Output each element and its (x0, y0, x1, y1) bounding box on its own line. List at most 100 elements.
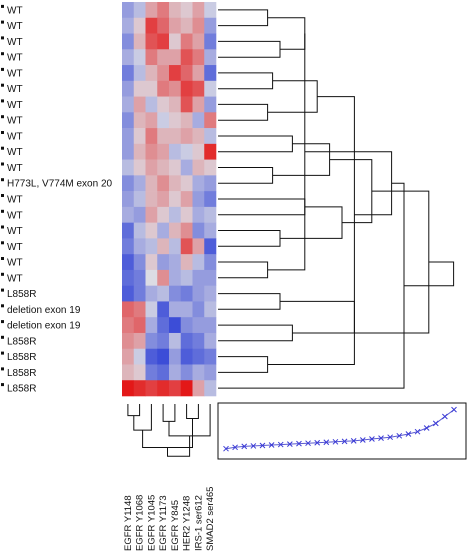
row-marker (1, 209, 4, 213)
heatmap-cell (192, 65, 205, 82)
heatmap-cell (157, 17, 170, 34)
row-label: deletion exon 19 (7, 321, 81, 332)
heatmap-cell (122, 206, 135, 223)
heatmap-cell (145, 17, 158, 34)
heatmap-cell (180, 80, 193, 97)
row-label: WT (7, 242, 23, 253)
heatmap-cell (204, 33, 217, 50)
row-label: WT (7, 21, 23, 32)
heatmap-cell (204, 317, 217, 334)
heatmap-cell (192, 49, 205, 66)
color-key-point (378, 435, 384, 441)
row-marker (1, 131, 4, 134)
heatmap-cell (133, 65, 146, 82)
heatmap-cell (122, 80, 135, 97)
row-label: WT (7, 258, 23, 269)
heatmap-cell (133, 269, 146, 286)
row-label: WT (7, 100, 23, 111)
heatmap-cell (180, 348, 193, 365)
heatmap-cell (204, 380, 217, 397)
heatmap-cell (145, 348, 158, 365)
heatmap-cell (157, 80, 170, 97)
heatmap-cell (157, 96, 170, 113)
row-label: L858R (7, 368, 36, 379)
heatmap-cell (169, 317, 182, 334)
heatmap-cell (180, 49, 193, 66)
heatmap-cell (180, 2, 193, 19)
row-dendrogram-link (267, 33, 306, 271)
color-key-curve (225, 409, 455, 450)
heatmap-cell (145, 254, 158, 271)
column-label: EGFR Y1173 (158, 495, 169, 551)
column-dendrogram-link (127, 404, 141, 417)
row-label: WT (7, 273, 23, 284)
heatmap-cell (192, 96, 205, 113)
heatmap-cell (169, 285, 182, 302)
row-label: deletion exon 19 (7, 305, 81, 316)
heatmap-cell (180, 65, 193, 82)
heatmap-cell (122, 49, 135, 66)
heatmap-cell (157, 191, 170, 208)
heatmap-cell (204, 112, 217, 129)
heatmap-cell (145, 317, 158, 334)
row-marker (1, 115, 4, 119)
heatmap-cell (133, 159, 146, 176)
heatmap-cell (157, 2, 170, 19)
column-label: EGFR Y1068 (135, 495, 146, 551)
row-marker (1, 383, 4, 387)
column-dendrogram-link (162, 404, 176, 422)
heatmap-cell (169, 269, 182, 286)
heatmap-cell (145, 380, 158, 397)
color-key-point (359, 437, 366, 443)
color-key-point (241, 443, 248, 450)
color-key-panel (217, 402, 467, 460)
heatmap-cell (204, 332, 217, 350)
row-marker (1, 304, 4, 308)
heatmap-cell (133, 175, 146, 192)
heatmap-cell (192, 348, 205, 365)
heatmap-cell (157, 269, 170, 286)
heatmap-cell (192, 17, 205, 34)
row-marker (1, 335, 4, 339)
heatmap-cell (122, 222, 135, 239)
heatmap-cell (157, 143, 170, 160)
row-dendrogram-link (404, 261, 455, 287)
heatmap-cell (145, 285, 158, 302)
heatmap-cell (204, 206, 217, 223)
heatmap-cell (157, 33, 170, 50)
heatmap-cell (157, 364, 170, 381)
heatmap-cell (122, 143, 135, 160)
row-label: WT (7, 132, 23, 143)
color-key-point (432, 420, 439, 427)
heatmap-cell (145, 65, 158, 82)
heatmap-cell (133, 191, 146, 208)
row-dendrogram-link (280, 206, 343, 239)
heatmap-cell (192, 112, 205, 129)
row-label: WT (7, 210, 23, 221)
row-dendrogram-link (218, 198, 306, 216)
heatmap-cell (169, 33, 182, 50)
heatmap-cell (180, 112, 193, 129)
heatmap-cell (133, 80, 146, 97)
row-label: WT (7, 68, 23, 79)
column-label: EGFR Y1148 (123, 495, 134, 551)
column-dendrogram-link (186, 404, 199, 419)
heatmap-cell (204, 238, 217, 255)
row-marker (1, 178, 4, 182)
heatmap-cell (133, 364, 146, 381)
heatmap-cell (204, 254, 217, 271)
heatmap-cell (145, 96, 158, 113)
heatmap-cell (180, 143, 193, 160)
heatmap-cell (122, 191, 135, 208)
heatmap-cell (169, 159, 182, 176)
heatmap-cell (169, 49, 182, 66)
row-dendrogram-link (218, 9, 269, 27)
heatmap-cell (204, 348, 217, 365)
heatmap-cell (204, 301, 217, 318)
heatmap-cell (192, 301, 205, 318)
heatmap-cell (145, 143, 158, 160)
row-marker (1, 99, 4, 103)
heatmap-cell (180, 364, 193, 381)
heatmap-cell (192, 269, 205, 286)
heatmap-cell (180, 17, 193, 34)
